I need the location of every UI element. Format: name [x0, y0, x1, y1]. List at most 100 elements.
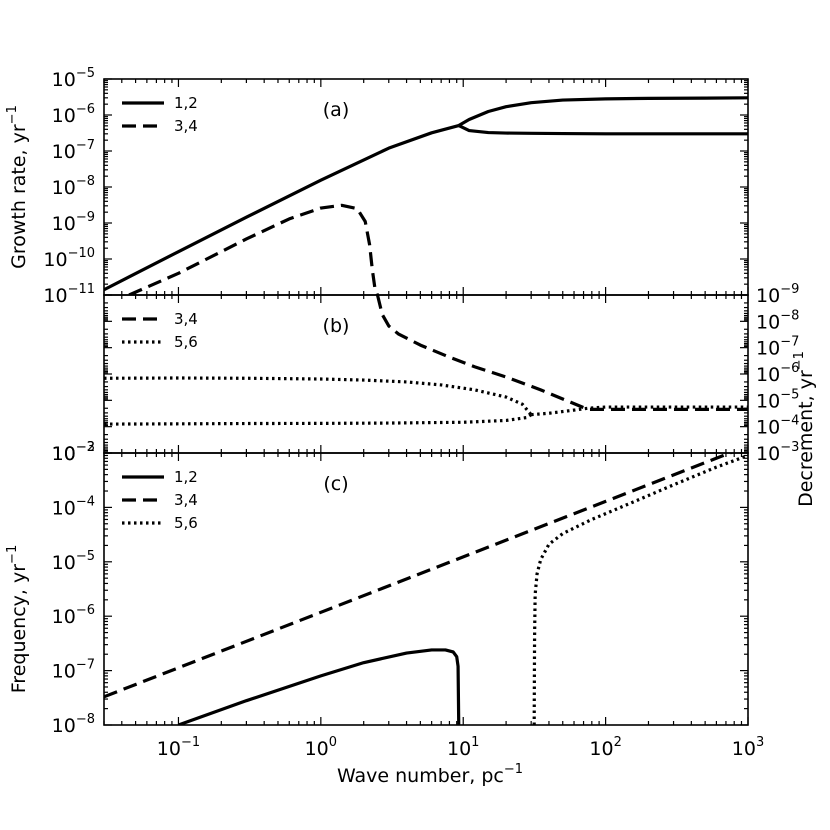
y-axis-label: Decrement, yr−1: [792, 351, 817, 507]
y-tick-label-right: 10−4: [756, 414, 799, 439]
y-tick-label: 10−5: [52, 66, 95, 91]
y-tick-label-right-base: 10: [756, 285, 780, 307]
series-line-1-2-solid: [177, 648, 461, 725]
y-tick-label-right: 10−7: [756, 335, 799, 360]
y-tick-label-base: 10: [52, 661, 76, 683]
y-tick-label-base: 10: [52, 552, 76, 574]
x-axis-label-text: Wave number, pc: [337, 765, 504, 787]
y-tick-label: 10−10: [43, 246, 95, 271]
y-tick-label-right-exp: −6: [780, 361, 799, 376]
y-axis-label-text: Frequency, yr: [8, 564, 30, 693]
series-line-branch-solid: [457, 96, 748, 127]
x-tick-label-base: 10: [732, 738, 756, 760]
y-tick-label-right-exp: −4: [780, 414, 799, 429]
y-tick-label-right-exp: −7: [780, 335, 799, 350]
y-tick-label-right-base: 10: [756, 390, 780, 412]
y-tick-label-exp: −10: [68, 246, 95, 261]
y-tick-label-exp: −5: [76, 66, 95, 81]
series-line-3-4-dashed: [104, 453, 735, 699]
y-tick-label-right-base: 10: [756, 417, 780, 439]
x-tick-label-exp: 2: [614, 735, 622, 750]
y-axis-label-exp: −1: [5, 545, 20, 564]
y-tick-label-exp: −9: [76, 210, 95, 225]
legend-label: 3,4: [174, 491, 198, 509]
y-axis-label-text: Growth rate, yr: [8, 124, 30, 269]
y-tick-label-base: 10: [52, 105, 76, 127]
y-tick-label-exp: −5: [76, 549, 95, 564]
tick-marks: [103, 78, 749, 726]
panel-label: (a): [323, 99, 349, 121]
series-line-5-6-dotted: [104, 376, 533, 416]
y-tick-label-base: 10: [52, 606, 76, 628]
y-tick-label-base: 10: [52, 213, 76, 235]
y-tick-label-base: 10: [52, 69, 76, 91]
y-tick-label-base: 10: [43, 285, 67, 307]
y-tick-label-base: 10: [43, 249, 67, 271]
x-tick-label-exp: −1: [181, 735, 200, 750]
y-tick-label: 10−4: [52, 494, 95, 519]
y-tick-label-left: 10−2: [52, 440, 95, 465]
y-tick-label: 10−6: [52, 102, 95, 127]
x-tick-label: 101: [447, 735, 479, 760]
y-tick-label-right: 10−3: [756, 440, 799, 465]
x-tick-label-base: 10: [589, 738, 613, 760]
y-tick-label-left-base: 10: [52, 443, 76, 465]
y-tick-label: 10−9: [52, 210, 95, 235]
y-tick-label-right-base: 10: [756, 364, 780, 386]
y-tick-label-exp: −6: [76, 102, 95, 117]
x-tick-label-base: 10: [447, 738, 471, 760]
series-line-branch-dotted: [104, 413, 533, 426]
y-tick-label: 10−11: [43, 282, 95, 307]
series-line-3-4-dashed: [375, 295, 748, 411]
y-axis-label-exp: −1: [5, 105, 20, 124]
y-tick-label-base: 10: [52, 177, 76, 199]
y-tick-label-right-exp: −9: [780, 282, 799, 297]
y-tick-label-right: 10−5: [756, 387, 799, 412]
x-axis-label: Wave number, pc−1: [337, 762, 523, 787]
legend-label: 3,4: [174, 310, 198, 328]
y-tick-label-right: 10−8: [756, 308, 799, 333]
y-tick-label-base: 10: [52, 443, 76, 465]
x-tick-label: 102: [589, 735, 621, 760]
y-tick-label: 10−3: [52, 440, 95, 465]
panel-1-series: [104, 295, 748, 426]
y-axis-label: Growth rate, yr−1: [5, 105, 30, 269]
y-axis-label-text: Decrement, yr: [795, 370, 817, 507]
y-tick-label-base: 10: [52, 497, 76, 519]
series-line-branch-solid: [458, 124, 748, 136]
y-tick-label: 10−7: [52, 138, 95, 163]
y-tick-label-exp: −8: [76, 712, 95, 727]
data-lines: [104, 96, 748, 725]
series-line-1-2-solid: [104, 123, 460, 292]
y-tick-label-right-base: 10: [756, 338, 780, 360]
x-tick-label: 10−1: [157, 735, 200, 760]
panel-frame-2: [103, 452, 749, 726]
series-line-3-4-dashed: [128, 203, 379, 295]
x-axis-label-exp: −1: [504, 762, 523, 777]
x-tick-label: 100: [305, 735, 337, 760]
legend-label: 1,2: [174, 94, 198, 112]
y-tick-label-exp: −6: [76, 603, 95, 618]
y-tick-label-exp: −7: [76, 658, 95, 673]
x-tick-label-base: 10: [157, 738, 181, 760]
x-tick-label-exp: 1: [471, 735, 479, 750]
legend-label: 5,6: [174, 514, 198, 532]
y-tick-label-right-base: 10: [756, 311, 780, 333]
y-tick-label-exp: −11: [68, 282, 95, 297]
y-tick-label-exp: −7: [76, 138, 95, 153]
y-tick-label-right-base: 10: [756, 443, 780, 465]
y-tick-label-right-exp: −3: [780, 440, 799, 455]
panel-2-series: [104, 453, 748, 725]
panel-0-series: [104, 96, 748, 295]
legend-label: 1,2: [174, 468, 198, 486]
y-tick-label-right: 10−6: [756, 361, 799, 386]
y-tick-label: 10−8: [52, 174, 95, 199]
y-axis-label: Frequency, yr−1: [5, 545, 30, 693]
y-axis-label-exp: −1: [792, 351, 807, 370]
y-tick-label-right: 10−9: [756, 282, 799, 307]
y-tick-label-base: 10: [52, 715, 76, 737]
y-tick-label: 10−7: [52, 658, 95, 683]
y-tick-label-exp: −4: [76, 494, 95, 509]
y-tick-label-exp: −8: [76, 174, 95, 189]
